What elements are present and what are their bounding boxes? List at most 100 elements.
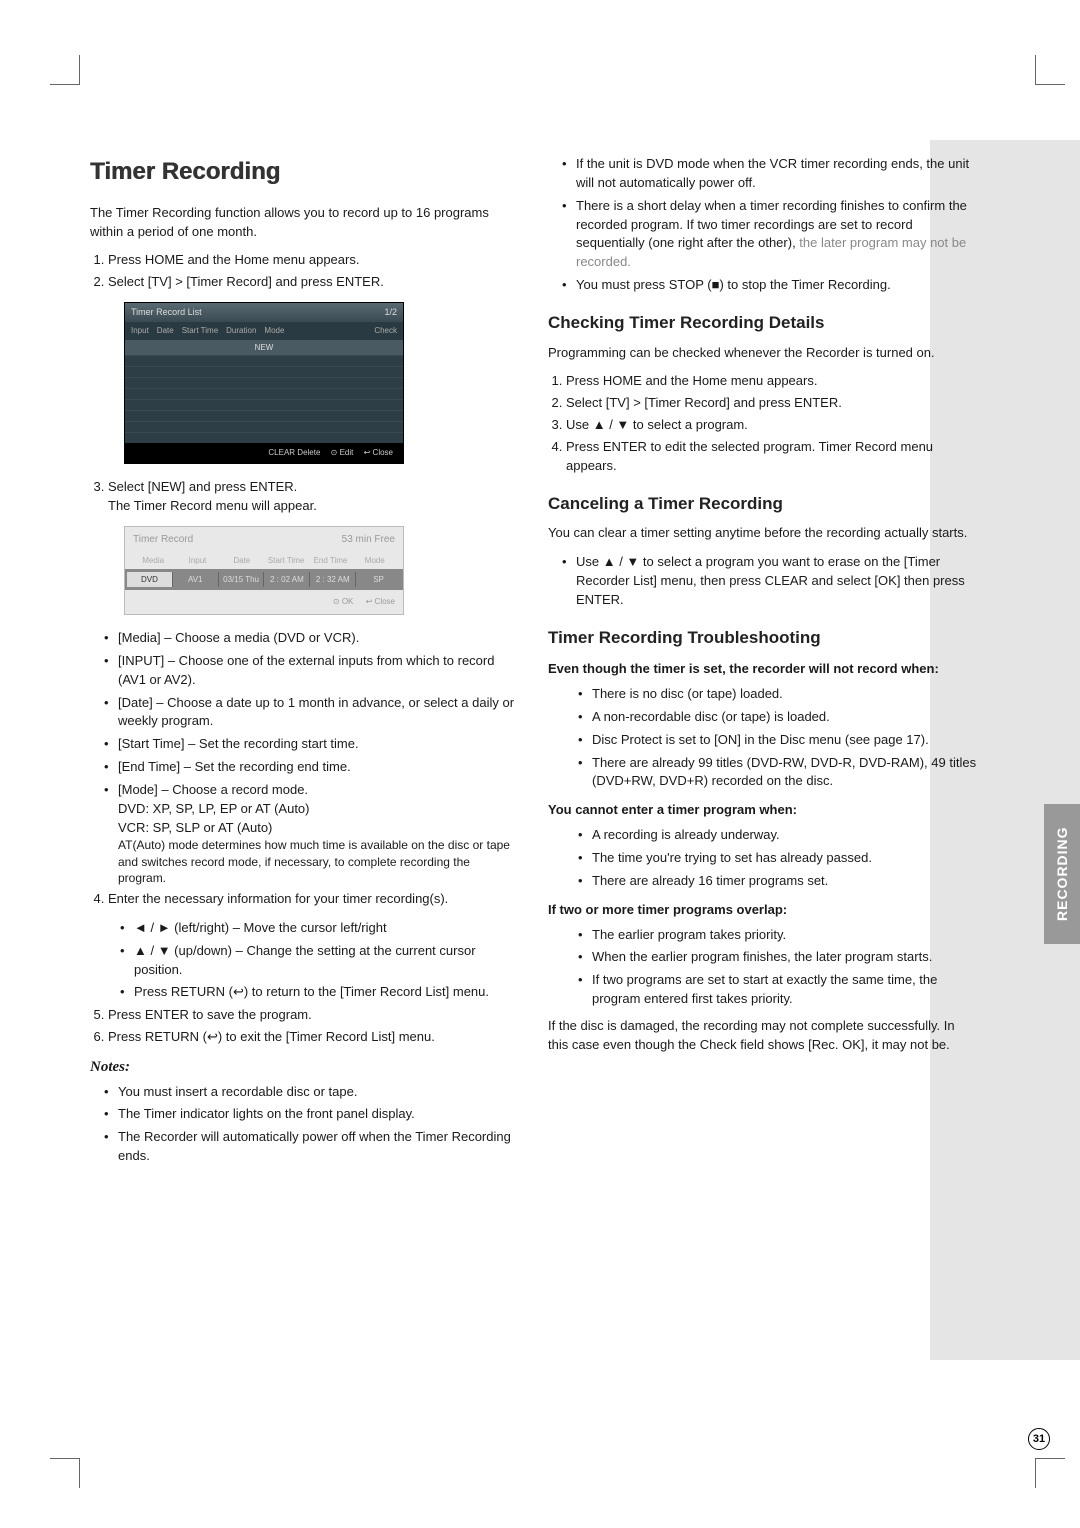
- trouble-h2-b2: The time you're trying to set has alread…: [548, 849, 978, 868]
- checking-intro: Programming can be checked whenever the …: [548, 344, 978, 363]
- step-2: Select [TV] > [Timer Record] and press E…: [108, 273, 520, 292]
- timer-record-list-screenshot: Timer Record List 1/2 Input Date Start T…: [124, 302, 404, 464]
- trouble-h1-b3: Disc Protect is set to [ON] in the Disc …: [548, 731, 978, 750]
- sc1-row: [125, 377, 403, 388]
- sc1-row: [125, 421, 403, 432]
- sc1-col: Check: [374, 325, 397, 337]
- sc2-cell: SP: [355, 572, 401, 588]
- sc1-delete: CLEAR Delete: [268, 448, 320, 457]
- sc1-col: Date: [157, 325, 174, 337]
- sc2-col: Media: [131, 555, 175, 567]
- sc1-col: Input: [131, 325, 149, 337]
- note-2: The Timer indicator lights on the front …: [90, 1105, 520, 1124]
- cancel-title: Canceling a Timer Recording: [548, 492, 978, 517]
- sc1-row: [125, 388, 403, 399]
- trouble-h3-b1: The earlier program takes priority.: [548, 926, 978, 945]
- notes-list: You must insert a recordable disc or tap…: [90, 1083, 520, 1166]
- check-s3: Use ▲ / ▼ to select a program.: [566, 416, 978, 435]
- cancel-bullets: Use ▲ / ▼ to select a program you want t…: [548, 553, 978, 610]
- check-s2: Select [TV] > [Timer Record] and press E…: [566, 394, 978, 413]
- sc2-cell: DVD: [127, 572, 172, 588]
- step-4: Enter the necessary information for your…: [108, 890, 520, 909]
- opt-mode-note: AT(Auto) mode determines how much time i…: [118, 837, 520, 886]
- opt-date: [Date] – Choose a date up to 1 month in …: [90, 694, 520, 732]
- sc2-ok: ⊙ OK: [333, 597, 353, 606]
- step-4c: Press RETURN (↩) to return to the [Timer…: [90, 983, 520, 1002]
- side-tab-recording: RECORDING: [1044, 804, 1080, 944]
- step-1: Press HOME and the Home menu appears.: [108, 251, 520, 270]
- steps-list-cont: Select [NEW] and press ENTER. The Timer …: [108, 478, 520, 516]
- opt-end: [End Time] – Set the recording end time.: [90, 758, 520, 777]
- sc1-row: [125, 432, 403, 443]
- trouble-title: Timer Recording Troubleshooting: [548, 626, 978, 651]
- sc2-title: Timer Record: [133, 533, 193, 548]
- sc2-col: Mode: [353, 555, 397, 567]
- sc2-free: 53 min Free: [342, 533, 395, 548]
- sc2-col: Date: [220, 555, 264, 567]
- note-5: There is a short delay when a timer reco…: [548, 197, 978, 272]
- trouble-h1-b2: A non-recordable disc (or tape) is loade…: [548, 708, 978, 727]
- trouble-h3-b3: If two programs are set to start at exac…: [548, 971, 978, 1009]
- trouble-footer: If the disc is damaged, the recording ma…: [548, 1017, 978, 1055]
- right-column: If the unit is DVD mode when the VCR tim…: [548, 155, 978, 1170]
- opt-mode: [Mode] – Choose a record mode. DVD: XP, …: [90, 781, 520, 886]
- left-column: Timer Recording The Timer Recording func…: [90, 155, 520, 1170]
- opt-mode-l2: VCR: SP, SLP or AT (Auto): [118, 820, 272, 835]
- crop-mark: [1035, 55, 1065, 85]
- cancel-intro: You can clear a timer setting anytime be…: [548, 524, 978, 543]
- sc2-cell: 2 : 02 AM: [263, 572, 309, 588]
- opt-input: [INPUT] – Choose one of the external inp…: [90, 652, 520, 690]
- trouble-h3-b2: When the earlier program finishes, the l…: [548, 948, 978, 967]
- sc1-row: [125, 410, 403, 421]
- sc1-row: [125, 399, 403, 410]
- notes-heading: Notes:: [90, 1057, 520, 1079]
- trouble-h1-b1: There is no disc (or tape) loaded.: [548, 685, 978, 704]
- crop-mark: [50, 1458, 80, 1488]
- note-3: The Recorder will automatically power of…: [90, 1128, 520, 1166]
- sc2-cell: 03/15 Thu: [218, 572, 264, 588]
- steps-list-5: Press ENTER to save the program. Press R…: [108, 1006, 520, 1047]
- trouble-h1: Even though the timer is set, the record…: [548, 660, 978, 679]
- step-5: Press ENTER to save the program.: [108, 1006, 520, 1025]
- sc2-col: Input: [175, 555, 219, 567]
- step-6: Press RETURN (↩) to exit the [Timer Reco…: [108, 1028, 520, 1047]
- trouble-h3-list: The earlier program takes priority. When…: [548, 926, 978, 1009]
- step-4a: ◄ / ► (left/right) – Move the cursor lef…: [90, 919, 520, 938]
- page-title: Timer Recording: [90, 155, 520, 190]
- check-s4: Press ENTER to edit the selected program…: [566, 438, 978, 476]
- sc1-edit: ⊙ Edit: [331, 448, 354, 457]
- step-4-bullets: ◄ / ► (left/right) – Move the cursor lef…: [90, 919, 520, 1002]
- step-3: Select [NEW] and press ENTER. The Timer …: [108, 478, 520, 516]
- note-4: If the unit is DVD mode when the VCR tim…: [548, 155, 978, 193]
- sc2-col: End Time: [308, 555, 352, 567]
- checking-title: Checking Timer Recording Details: [548, 311, 978, 336]
- sc1-title: Timer Record List: [131, 306, 202, 319]
- step-4b: ▲ / ▼ (up/down) – Change the setting at …: [90, 942, 520, 980]
- step-3b-text: The Timer Record menu will appear.: [108, 498, 317, 513]
- note-6: You must press STOP (■) to stop the Time…: [548, 276, 978, 295]
- page-number: 31: [1028, 1428, 1050, 1450]
- sc1-new-row: NEW: [125, 340, 403, 356]
- trouble-h1-list: There is no disc (or tape) loaded. A non…: [548, 685, 978, 791]
- sc1-col: Mode: [264, 325, 284, 337]
- options-list: [Media] – Choose a media (DVD or VCR). […: [90, 629, 520, 886]
- opt-media: [Media] – Choose a media (DVD or VCR).: [90, 629, 520, 648]
- sc2-col: Start Time: [264, 555, 308, 567]
- sc1-row: [125, 355, 403, 366]
- sc1-row: [125, 366, 403, 377]
- step-3-text: Select [NEW] and press ENTER.: [108, 479, 297, 494]
- checking-steps: Press HOME and the Home menu appears. Se…: [566, 372, 978, 475]
- check-s1: Press HOME and the Home menu appears.: [566, 372, 978, 391]
- trouble-h2: You cannot enter a timer program when:: [548, 801, 978, 820]
- trouble-h2-b1: A recording is already underway.: [548, 826, 978, 845]
- sc2-cell: AV1: [172, 572, 218, 588]
- sc2-close: ↩ Close: [366, 597, 395, 606]
- opt-mode-text: [Mode] – Choose a record mode.: [118, 782, 308, 797]
- intro-text: The Timer Recording function allows you …: [90, 204, 520, 242]
- sc2-cell: 2 : 32 AM: [309, 572, 355, 588]
- sc1-col: Start Time: [182, 325, 218, 337]
- sc1-close: ↩ Close: [364, 448, 393, 457]
- trouble-h3: If two or more timer programs overlap:: [548, 901, 978, 920]
- opt-mode-l1: DVD: XP, SP, LP, EP or AT (Auto): [118, 801, 310, 816]
- opt-start: [Start Time] – Set the recording start t…: [90, 735, 520, 754]
